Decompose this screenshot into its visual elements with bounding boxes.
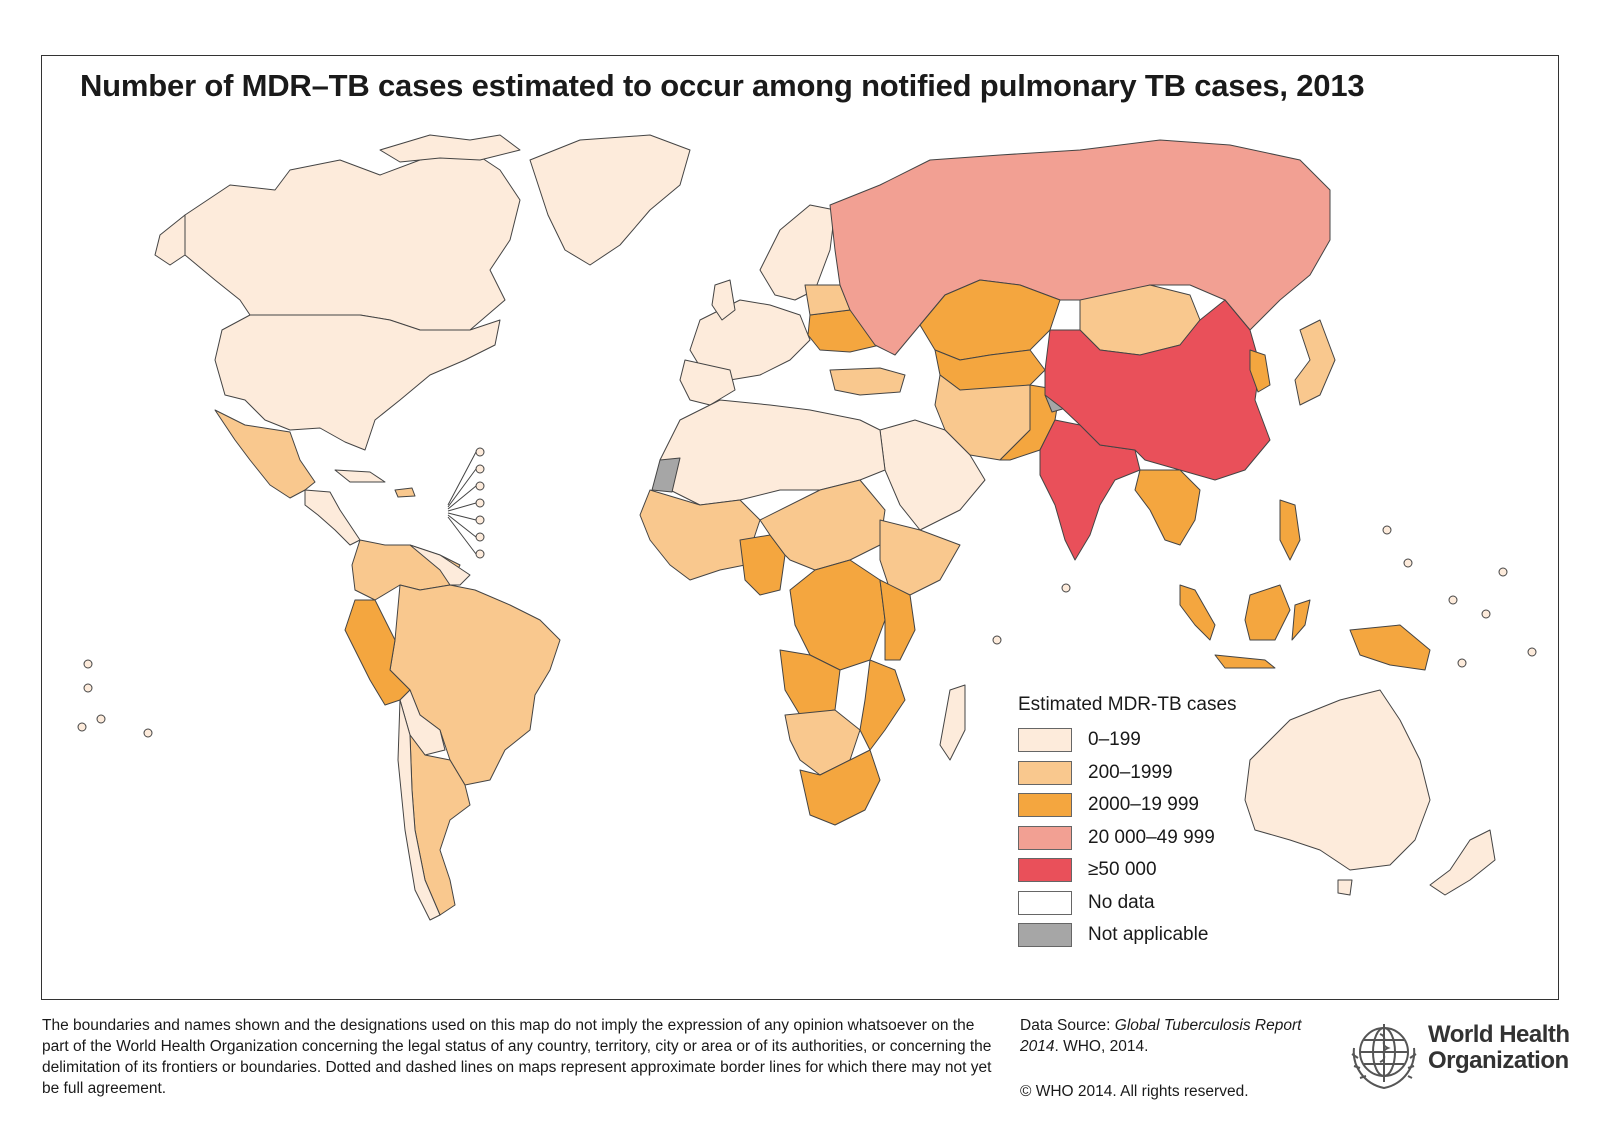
region-greenland	[529, 134, 691, 266]
region-philippines	[1279, 499, 1301, 561]
region-scandinavia	[759, 204, 836, 301]
island-marker	[1448, 595, 1458, 605]
island-marker	[143, 728, 153, 738]
island-marker	[1457, 658, 1467, 668]
region-cuba	[334, 469, 386, 483]
region-uk	[711, 279, 736, 321]
island-marker	[83, 683, 93, 693]
region-turkey	[829, 367, 906, 396]
region-australia	[1244, 689, 1431, 871]
region-new-guinea	[1349, 624, 1431, 671]
source-prefix: Data Source:	[1020, 1017, 1115, 1034]
island-marker	[1061, 583, 1071, 593]
map-title: Number of MDR–TB cases estimated to occu…	[80, 68, 1365, 103]
region-madagascar	[939, 684, 966, 761]
legend-swatch	[1018, 825, 1072, 850]
region-united-states	[214, 314, 501, 451]
region-guianas	[409, 544, 471, 586]
region-korea	[1249, 349, 1271, 393]
who-emblem-icon	[1351, 1024, 1417, 1090]
island-marker	[1498, 567, 1508, 577]
region-arctic-islands	[379, 134, 521, 163]
island-marker	[1481, 609, 1491, 619]
region-mozambique	[859, 659, 906, 751]
legend-swatch	[1018, 923, 1072, 948]
source-suffix: . WHO, 2014.	[1054, 1038, 1149, 1055]
legend-label: 20 000–49 999	[1088, 826, 1215, 848]
disclaimer-text: The boundaries and names shown and the d…	[42, 1017, 992, 1097]
region-alaska	[154, 214, 186, 266]
legend-label: 200–1999	[1088, 761, 1173, 783]
region-sumatra	[1179, 584, 1216, 641]
legend-swatch	[1018, 890, 1072, 915]
island-marker	[96, 714, 106, 724]
island-marker	[475, 532, 485, 542]
island-marker	[1527, 647, 1537, 657]
data-source: Data Source: Global Tuberculosis Report …	[1020, 1015, 1320, 1057]
island-marker	[475, 447, 485, 457]
legend-swatch	[1018, 793, 1072, 818]
legend-label: 0–199	[1088, 729, 1141, 751]
legend-label: No data	[1088, 891, 1155, 913]
region-borneo	[1244, 584, 1291, 641]
legend-item: 0–199	[1018, 724, 1237, 757]
legend-item: 2000–19 999	[1018, 789, 1237, 822]
map-frame	[41, 55, 1559, 1000]
organization-name-line2: Organization	[1428, 1047, 1569, 1074]
legend-label: ≥50 000	[1088, 859, 1157, 881]
legend-item: ≥50 000	[1018, 854, 1237, 887]
region-new-zealand	[1429, 829, 1496, 896]
island-marker	[475, 464, 485, 474]
region-japan	[1294, 319, 1336, 406]
region-china	[1044, 299, 1271, 481]
region-western-sahara	[651, 457, 681, 493]
copyright-text: © WHO 2014. All rights reserved.	[1020, 1083, 1249, 1100]
region-sulawesi	[1291, 599, 1311, 641]
organization-name-line1: World Health	[1428, 1021, 1570, 1048]
legend-item: No data	[1018, 887, 1237, 920]
region-west-africa	[639, 489, 761, 581]
region-hispaniola	[394, 487, 416, 498]
island-marker	[1382, 525, 1392, 535]
legend-label: 2000–19 999	[1088, 794, 1199, 816]
island-marker	[475, 481, 485, 491]
island-marker	[992, 635, 1002, 645]
region-chile	[397, 699, 441, 921]
region-mexico	[214, 409, 316, 499]
region-southeast-asia-mainland	[1134, 469, 1201, 546]
legend-swatch	[1018, 728, 1072, 753]
island-marker	[83, 659, 93, 669]
island-marker	[77, 722, 87, 732]
region-tasmania	[1337, 879, 1353, 896]
region-drc	[789, 559, 886, 671]
region-russian-federation	[829, 139, 1331, 356]
legend-item: 20 000–49 999	[1018, 822, 1237, 855]
island-leader-lines	[447, 451, 477, 555]
legend-item: Not applicable	[1018, 919, 1237, 952]
region-canada	[184, 149, 521, 331]
region-arabian-peninsula	[879, 419, 986, 531]
source-publication: Global Tuberculosis Report 2014	[1020, 1017, 1302, 1055]
map-legend: Estimated MDR-TB cases 0–199 200–1999 20…	[1018, 694, 1237, 952]
region-horn-of-africa	[879, 519, 961, 596]
legend-label: Not applicable	[1088, 924, 1209, 946]
region-east-africa	[879, 579, 916, 661]
island-marker	[475, 549, 485, 559]
island-marker	[1403, 558, 1413, 568]
region-central-america	[304, 489, 361, 546]
island-marker	[475, 515, 485, 525]
legend-item: 200–1999	[1018, 757, 1237, 790]
region-south-africa	[799, 749, 881, 826]
island-marker	[475, 498, 485, 508]
region-java	[1214, 654, 1276, 669]
legend-swatch	[1018, 760, 1072, 785]
organization-name: World Health Organization	[1428, 1022, 1570, 1074]
legend-heading: Estimated MDR-TB cases	[1018, 694, 1237, 715]
legend-swatch	[1018, 858, 1072, 883]
